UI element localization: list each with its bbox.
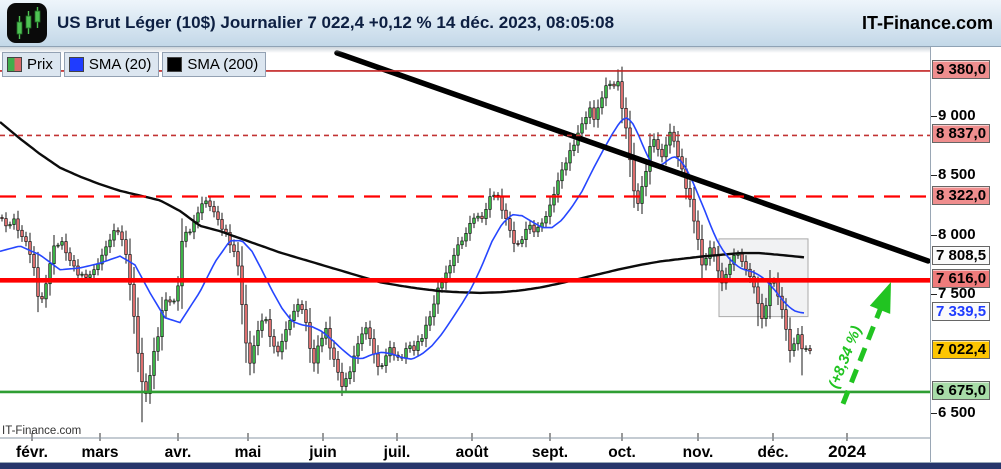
bottom-status-bar (0, 462, 1001, 469)
y-axis-label: 9 000 (938, 107, 976, 125)
price-chart[interactable]: févr. mars avr. mai juin juil. août sept. oct. no… (0, 47, 930, 462)
x-axis-label: août (456, 444, 489, 461)
brand-link[interactable]: IT-Finance.com (861, 13, 993, 33)
price-tag: 6 675,0 (932, 380, 991, 400)
y-axis-tick (931, 234, 937, 236)
x-axis-label: oct. (608, 444, 636, 461)
price-axis[interactable]: 9 000 8 500 8 000 7 500 6 500 9 380,0 8 837,0 8… (930, 47, 1001, 462)
legend-label: SMA (20) (88, 56, 152, 73)
x-axis-label: nov. (683, 444, 714, 461)
y-axis-label: 8 000 (938, 225, 976, 243)
x-axis-label: mars (81, 444, 118, 461)
y-axis-tick (931, 412, 937, 414)
legend-item-price[interactable]: Prix (2, 52, 61, 77)
annotation-arrow-head (869, 282, 891, 314)
y-axis-label: 7 500 (938, 285, 976, 303)
y-axis-label: 6 500 (938, 403, 976, 421)
x-axis-label: févr. (16, 444, 48, 461)
legend-item-sma20[interactable]: SMA (20) (63, 52, 160, 77)
x-axis-label: juin (308, 444, 337, 461)
sma200-line (0, 121, 805, 295)
y-axis-tick (931, 116, 937, 118)
watermark: IT-Finance.com (2, 425, 81, 437)
x-axis-label: avr. (165, 444, 192, 461)
x-axis-label: sept. (532, 444, 568, 461)
legend-label: SMA (200) (187, 56, 259, 73)
price-tag: 7 022,4 (932, 339, 991, 359)
x-axis: févr. mars avr. mai juin juil. août sept. oct. no… (0, 433, 930, 461)
price-tag: 8 837,0 (932, 124, 991, 144)
price-tag: 7 808,5 (932, 246, 991, 266)
price-swatch-icon (7, 57, 22, 72)
title-bar: US Brut Léger (10$) Journalier 7 022,4 +… (0, 0, 1001, 47)
trendline (334, 50, 930, 264)
candles-layer (0, 66, 812, 423)
chart-legend: Prix SMA (20) SMA (200) (2, 52, 267, 77)
legend-label: Prix (27, 56, 53, 73)
legend-item-sma200[interactable]: SMA (200) (162, 52, 267, 77)
x-axis-label: déc. (757, 444, 788, 461)
instrument-title: US Brut Léger (10$) Journalier 7 022,4 +… (57, 13, 615, 32)
sma20-line (0, 117, 805, 360)
price-tag: 9 380,0 (932, 59, 991, 79)
price-tag: 8 322,0 (932, 185, 991, 205)
annotation-arrow-shaft (840, 305, 884, 405)
app-logo-icon (7, 3, 47, 43)
y-axis-label: 8 500 (938, 166, 976, 184)
price-tag: 7 616,0 (932, 269, 991, 289)
price-tag: 7 339,5 (932, 302, 991, 322)
y-axis-tick (931, 294, 937, 296)
x-axis-label: mai (235, 444, 262, 461)
sma200-swatch-icon (167, 57, 183, 72)
x-axis-label: 2024 (828, 442, 866, 461)
y-axis-tick (931, 175, 937, 177)
sma20-swatch-icon (68, 57, 84, 72)
x-axis-label: juil. (383, 444, 411, 461)
chart-top-shading (0, 47, 930, 53)
